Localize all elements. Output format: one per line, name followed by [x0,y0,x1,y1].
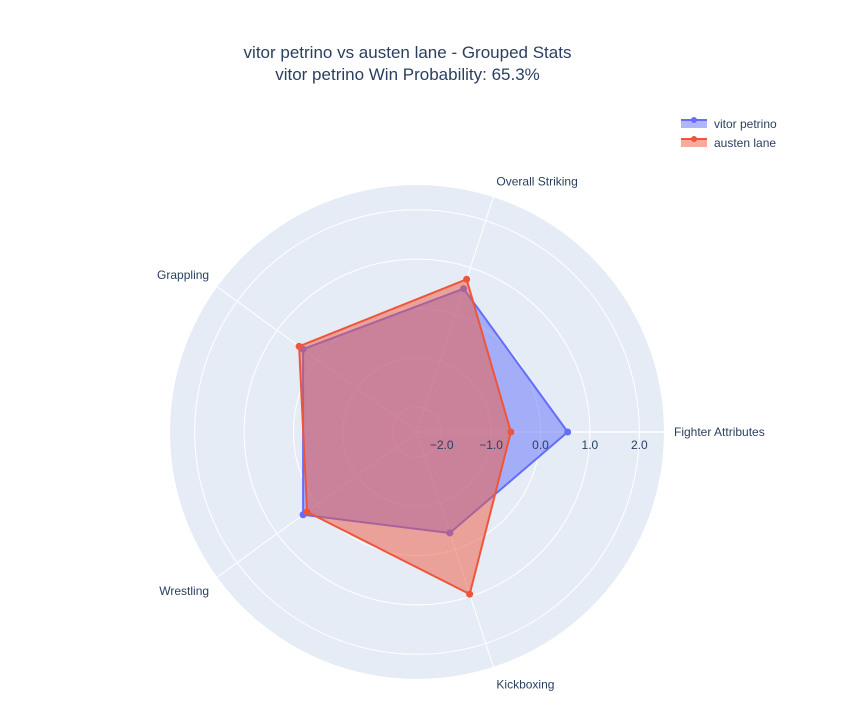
axis-label-1: Overall Striking [496,175,577,189]
axis-label-3: Wrestling [159,584,209,598]
axis-label-4: Kickboxing [496,677,554,691]
legend: vitor petrino austen lane [680,114,777,152]
series-area-1 [298,278,512,596]
radial-tick-label-4: 2.0 [631,438,648,452]
series-1 [295,275,515,598]
axis-label-0: Fighter Attributes [674,425,765,439]
chart-title: vitor petrino vs austen lane - Grouped S… [243,43,572,62]
legend-swatch-austen-lane [681,135,707,147]
legend-swatch-vitor-petrino [681,116,707,128]
data-point-1-3 [303,508,311,516]
axis-label-2: Grappling [157,268,209,282]
legend-item-austen-lane[interactable]: austen lane [680,133,777,152]
radial-tick-label-0: −2.0 [430,438,454,452]
chart-subtitle: vitor petrino Win Probability: 65.3% [275,65,540,84]
data-point-1-0 [507,428,515,436]
radial-tick-label-3: 1.0 [582,438,599,452]
radial-tick-label-2: 0.0 [532,438,549,452]
data-point-1-4 [466,590,474,598]
data-point-1-1 [463,275,471,283]
radial-tick-label-1: −1.0 [479,438,503,452]
legend-label-vitor-petrino: vitor petrino [714,116,777,131]
legend-item-vitor-petrino[interactable]: vitor petrino [680,114,777,133]
data-point-0-0 [564,428,572,436]
legend-label-austen-lane: austen lane [714,135,777,150]
data-point-1-2 [295,342,303,350]
